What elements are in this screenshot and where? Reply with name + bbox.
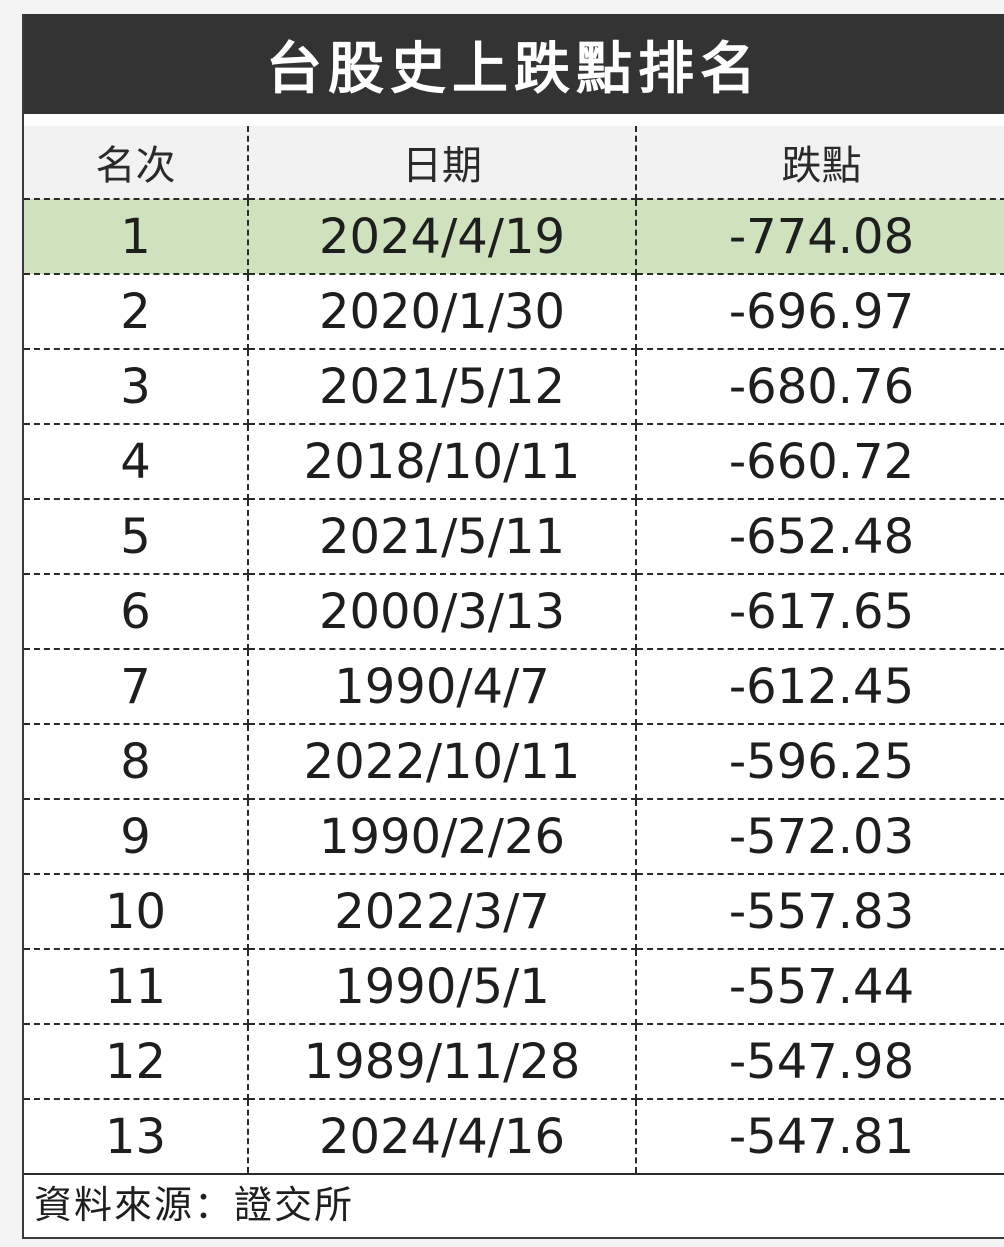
rank-cell: 1 [24,199,249,275]
rank-cell: 11 [24,949,249,1025]
drop-cell: -557.83 [636,874,1004,950]
rank-cell: 7 [24,649,249,725]
rank-cell: 4 [24,424,249,500]
rank-cell: 9 [24,799,249,875]
date-cell: 2024/4/16 [248,1099,637,1175]
table-row: 5 2021/5/11 -652.48 [24,499,1004,575]
drop-cell: -612.45 [636,649,1004,725]
drop-cell: -774.08 [636,199,1004,275]
ranking-document: 台股史上跌點排名 名次 日期 跌點 1 2024/4/19 -774.08 2 … [22,14,1004,1239]
table-row: 11 1990/5/1 -557.44 [24,949,1004,1025]
date-cell: 2018/10/11 [248,424,637,500]
date-cell: 1990/5/1 [248,949,637,1025]
drop-cell: -596.25 [636,724,1004,800]
rank-cell: 12 [24,1024,249,1100]
date-cell: 2024/4/19 [248,199,637,275]
drop-cell: -680.76 [636,349,1004,425]
rank-cell: 5 [24,499,249,575]
date-cell: 1990/4/7 [248,649,637,725]
column-header-date: 日期 [248,126,637,200]
drop-cell: -617.65 [636,574,1004,650]
table-header-row: 名次 日期 跌點 [24,126,1004,200]
drop-cell: -696.97 [636,274,1004,350]
drop-cell: -557.44 [636,949,1004,1025]
rank-cell: 6 [24,574,249,650]
date-cell: 2021/5/11 [248,499,637,575]
table-row: 1 2024/4/19 -774.08 [24,199,1004,275]
source-note: 資料來源：證交所 [34,1183,355,1227]
date-cell: 2022/3/7 [248,874,637,950]
drop-cell: -572.03 [636,799,1004,875]
date-cell: 2022/10/11 [248,724,637,800]
table-row: 8 2022/10/11 -596.25 [24,724,1004,800]
table-row: 12 1989/11/28 -547.98 [24,1024,1004,1100]
column-header-rank: 名次 [24,126,249,200]
table-row: 4 2018/10/11 -660.72 [24,424,1004,500]
table-row: 13 2024/4/16 -547.81 [24,1099,1004,1175]
rank-cell: 3 [24,349,249,425]
drop-cell: -652.48 [636,499,1004,575]
date-cell: 1989/11/28 [248,1024,637,1100]
rank-cell: 10 [24,874,249,950]
table-row: 2 2020/1/30 -696.97 [24,274,1004,350]
date-cell: 2020/1/30 [248,274,637,350]
ranking-table: 名次 日期 跌點 1 2024/4/19 -774.08 2 2020/1/30… [24,126,1004,1175]
table-row: 6 2000/3/13 -617.65 [24,574,1004,650]
table-row: 9 1990/2/26 -572.03 [24,799,1004,875]
rank-cell: 2 [24,274,249,350]
drop-cell: -547.81 [636,1099,1004,1175]
table-row: 3 2021/5/12 -680.76 [24,349,1004,425]
table-row: 10 2022/3/7 -557.83 [24,874,1004,950]
drop-cell: -547.98 [636,1024,1004,1100]
drop-cell: -660.72 [636,424,1004,500]
page-title: 台股史上跌點排名 [24,14,1004,114]
column-header-drop: 跌點 [636,126,1004,200]
date-cell: 1990/2/26 [248,799,637,875]
date-cell: 2021/5/12 [248,349,637,425]
rank-cell: 8 [24,724,249,800]
table-row: 7 1990/4/7 -612.45 [24,649,1004,725]
rank-cell: 13 [24,1099,249,1175]
date-cell: 2000/3/13 [248,574,637,650]
